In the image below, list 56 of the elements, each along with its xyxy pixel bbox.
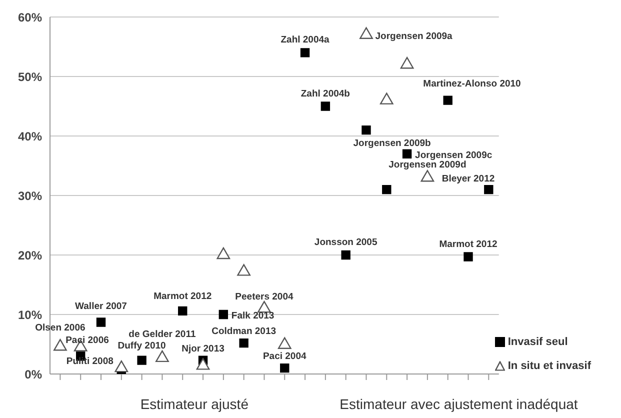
point	[402, 149, 412, 158]
data-label: Jorgensen 2009a	[375, 30, 454, 42]
point	[239, 338, 248, 348]
data-label: Paci 2004	[262, 351, 307, 362]
data-label: Jorgensen 2009c	[415, 150, 492, 161]
point	[137, 356, 146, 365]
data-label: Peeters 2004	[235, 292, 294, 303]
y-tick-label: 60%	[18, 10, 42, 24]
data-label: Marmot 2012	[439, 238, 498, 250]
point	[484, 184, 494, 194]
data-label: de Gelder 2011	[128, 328, 196, 340]
point	[464, 252, 473, 262]
point	[341, 250, 350, 260]
point	[300, 48, 310, 58]
point	[216, 247, 230, 260]
point	[443, 96, 452, 105]
point	[420, 170, 434, 182]
data-label: Falk 2013	[231, 310, 274, 322]
point	[156, 350, 169, 362]
text: Estimateur avec ajustement inadéquat	[338, 396, 579, 412]
legend-label: Invasif seul	[508, 335, 568, 350]
data-label: Waller 2007	[75, 301, 127, 312]
data-label: Njor 2013	[182, 343, 224, 354]
point	[382, 184, 392, 194]
point	[96, 318, 106, 327]
y-tick-label: 30%	[18, 188, 42, 203]
point	[362, 125, 371, 135]
text: Estimateur ajusté	[140, 396, 248, 412]
data-label: Zahl 2004b	[300, 88, 350, 100]
point	[218, 310, 228, 320]
data-label: Bleyer 2012	[442, 174, 495, 185]
data-label: Martinez-Alonso 2010	[423, 78, 521, 90]
legend-label: In situ et invasif	[508, 359, 591, 374]
data-label: Jorgensen 2009d	[388, 160, 466, 171]
y-tick-label: 50%	[18, 70, 42, 84]
y-tick-label: 0%	[24, 367, 42, 382]
data-label: Olsen 2006	[35, 322, 86, 334]
point	[237, 264, 251, 276]
data-label: Jonsson 2005	[314, 237, 378, 248]
data-label: Duffy 2010	[118, 340, 166, 352]
point	[178, 306, 188, 316]
y-tick-label: 10%	[18, 308, 42, 322]
data-label: Zahl 2004a	[280, 34, 330, 46]
point	[320, 102, 330, 111]
point	[54, 339, 67, 351]
data-label: Paci 2006	[66, 335, 109, 346]
data-label: Coldman 2013	[212, 326, 276, 338]
point	[278, 337, 292, 349]
y-tick-label: 20%	[18, 248, 42, 262]
point	[280, 363, 290, 373]
data-label: Puliti 2008	[66, 356, 114, 367]
data-label: Marmot 2012	[154, 290, 212, 302]
point	[196, 358, 210, 370]
point	[114, 360, 128, 372]
y-tick-label: 40%	[18, 129, 42, 144]
data-label: Jorgensen 2009b	[353, 138, 432, 150]
